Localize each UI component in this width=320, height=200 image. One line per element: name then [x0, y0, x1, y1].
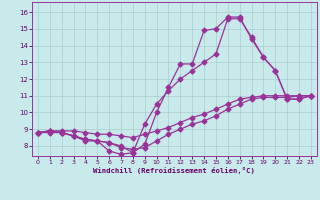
X-axis label: Windchill (Refroidissement éolien,°C): Windchill (Refroidissement éolien,°C) [93, 167, 255, 174]
